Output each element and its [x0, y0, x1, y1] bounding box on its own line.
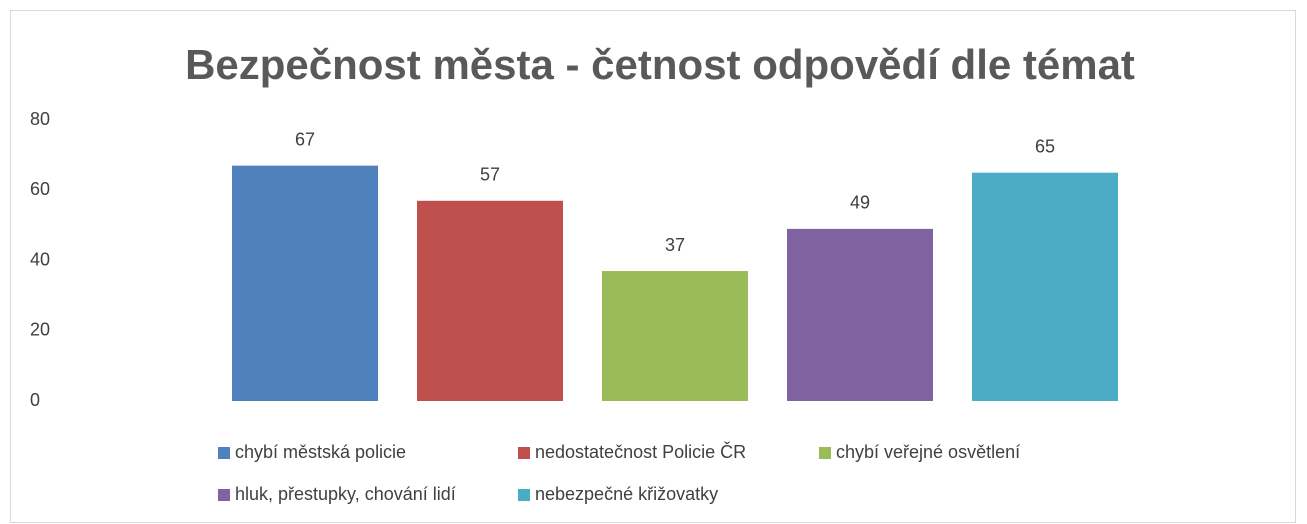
- chart-title: Bezpečnost města - četnost odpovědí dle …: [185, 41, 1135, 88]
- legend-swatch: [518, 447, 530, 459]
- bar: [232, 165, 378, 401]
- y-tick-label: 60: [30, 179, 50, 199]
- legend-swatch: [218, 489, 230, 501]
- data-label: 37: [665, 235, 685, 255]
- legend-swatch: [218, 447, 230, 459]
- legend-label: nebezpečné křižovatky: [535, 484, 718, 504]
- legend-label: nedostatečnost Policie ČR: [535, 441, 746, 462]
- data-label: 65: [1035, 136, 1055, 156]
- data-label: 49: [850, 193, 870, 213]
- y-tick-label: 20: [30, 320, 50, 340]
- data-label: 67: [295, 129, 315, 149]
- legend-swatch: [819, 447, 831, 459]
- bar: [602, 271, 748, 401]
- y-tick-label: 40: [30, 249, 50, 269]
- legend-label: chybí veřejné osvětlení: [836, 442, 1020, 462]
- bar: [972, 172, 1118, 401]
- y-tick-label: 80: [30, 109, 50, 129]
- legend-swatch: [518, 489, 530, 501]
- bar: [787, 228, 933, 401]
- bar: [417, 200, 563, 401]
- y-tick-label: 0: [30, 390, 40, 410]
- data-label: 57: [480, 165, 500, 185]
- legend-label: hluk, přestupky, chování lidí: [235, 484, 456, 504]
- legend-label: chybí městská policie: [235, 442, 406, 462]
